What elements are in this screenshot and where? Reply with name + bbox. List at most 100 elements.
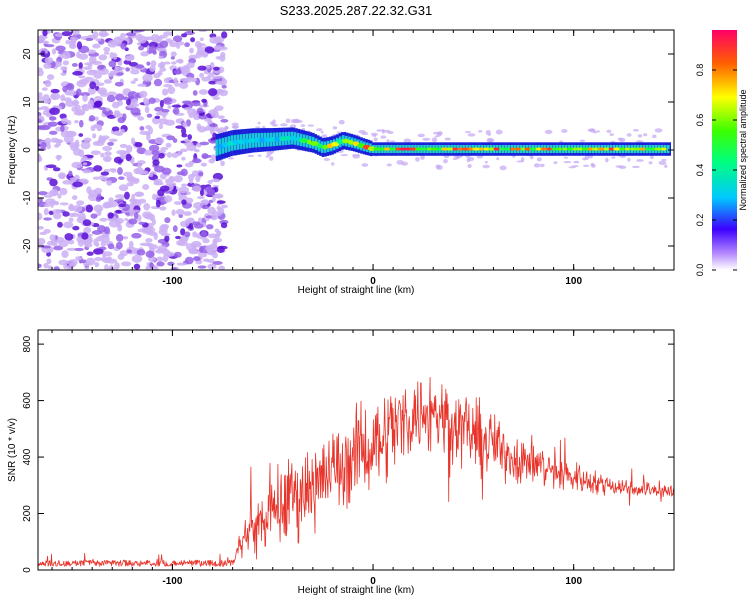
signal-peak-blob xyxy=(597,147,606,151)
noise-blob xyxy=(126,98,131,106)
noise-blob xyxy=(126,144,133,153)
noise-blob xyxy=(122,96,129,101)
signal-halo-blob xyxy=(632,165,640,169)
noise-blob xyxy=(192,256,201,262)
signal-halo-blob xyxy=(255,126,261,129)
noise-blob xyxy=(44,202,51,208)
signal-halo-blob xyxy=(436,165,443,170)
noise-blob xyxy=(125,153,132,161)
snr-y-label: SNR (10 * v/v) xyxy=(7,418,18,482)
noise-blob xyxy=(94,116,99,122)
signal-halo-blob xyxy=(485,130,491,135)
signal-halo-blob xyxy=(496,157,500,161)
noise-blob xyxy=(93,72,102,79)
colorbar-label: Normalized spectral amplitude xyxy=(738,89,748,210)
signal-halo-blob xyxy=(338,119,345,125)
noise-blob xyxy=(71,195,78,201)
noise-blob xyxy=(107,40,118,48)
noise-blob xyxy=(135,64,145,69)
signal-peak-blob xyxy=(452,147,459,151)
signal-peak-blob xyxy=(625,147,630,151)
noise-blob xyxy=(197,265,207,269)
noise-blob xyxy=(186,62,195,69)
noise-blob xyxy=(117,61,123,66)
noise-blob xyxy=(153,182,164,186)
noise-blob xyxy=(87,49,97,54)
noise-blob xyxy=(196,123,202,131)
noise-blob xyxy=(79,78,89,85)
noise-blob xyxy=(164,251,175,257)
noise-blob xyxy=(46,258,52,265)
noise-blob xyxy=(116,149,127,155)
signal-peak-blob xyxy=(510,147,516,151)
noise-blob xyxy=(122,236,129,240)
noise-blob xyxy=(98,32,110,37)
signal-halo-blob xyxy=(584,155,590,161)
noise-blob xyxy=(181,156,186,161)
noise-blob xyxy=(139,130,150,136)
noise-blob xyxy=(134,192,143,197)
noise-blob xyxy=(213,193,224,199)
noise-blob xyxy=(98,175,105,180)
noise-blob xyxy=(181,133,188,138)
noise-blob xyxy=(207,263,217,270)
noise-blob xyxy=(64,233,74,241)
noise-blob xyxy=(181,199,187,205)
signal-halo-blob xyxy=(257,154,262,157)
signal-halo-blob xyxy=(403,138,411,144)
noise-blob xyxy=(52,167,61,172)
noise-blob xyxy=(42,40,50,45)
noise-blob xyxy=(72,225,80,231)
noise-blob xyxy=(143,97,148,105)
signal-halo-blob xyxy=(495,129,503,135)
y-tick-label: -20 xyxy=(22,238,33,253)
signal-peak-blob xyxy=(316,143,323,149)
snr-x-ticks: -100 0 100 xyxy=(51,330,675,587)
noise-blob xyxy=(192,231,197,238)
noise-blob xyxy=(159,206,167,211)
signal-peak-blob xyxy=(430,147,438,151)
noise-blob xyxy=(137,116,145,121)
noise-blob xyxy=(51,48,57,55)
noise-blob xyxy=(192,90,198,96)
noise-blob xyxy=(62,211,70,217)
signal-halo-blob xyxy=(649,155,654,160)
noise-blob xyxy=(144,149,153,156)
y-tick-label: 600 xyxy=(22,392,33,409)
noise-blob xyxy=(159,99,164,108)
noise-blob xyxy=(147,126,154,135)
y-tick-label: 400 xyxy=(22,448,33,465)
noise-blob xyxy=(133,77,139,82)
noise-blob xyxy=(179,148,188,153)
noise-blob xyxy=(160,223,170,230)
noise-blob xyxy=(54,144,60,148)
noise-blob xyxy=(67,239,75,245)
noise-blob xyxy=(138,221,145,225)
signal-halo-blob xyxy=(544,129,553,135)
colorbar-tick-label: 0.4 xyxy=(695,164,705,177)
noise-blob xyxy=(137,228,148,233)
signal-peak-blob xyxy=(535,147,542,151)
signal-peak-blob xyxy=(608,147,615,151)
signal-peak-blob xyxy=(421,147,427,151)
noise-blob xyxy=(94,82,105,87)
noise-blob xyxy=(44,79,52,88)
noise-blob xyxy=(49,107,60,116)
noise-blob xyxy=(66,264,72,270)
noise-blob xyxy=(43,62,52,69)
noise-blob xyxy=(198,253,208,258)
noise-blob xyxy=(168,176,174,184)
noise-blob xyxy=(208,72,215,77)
noise-blob xyxy=(207,88,218,97)
noise-blob xyxy=(72,99,79,108)
noise-blob xyxy=(82,162,88,166)
colorbar-tick-label: 0.6 xyxy=(695,114,705,127)
noise-blob xyxy=(177,58,184,64)
noise-blob xyxy=(157,62,166,69)
noise-blob xyxy=(118,184,129,192)
signal-peak-blob xyxy=(299,138,309,144)
noise-blob xyxy=(82,66,93,70)
signal-peak-blob xyxy=(389,147,397,151)
noise-blob xyxy=(170,56,175,60)
noise-blob xyxy=(43,217,52,221)
